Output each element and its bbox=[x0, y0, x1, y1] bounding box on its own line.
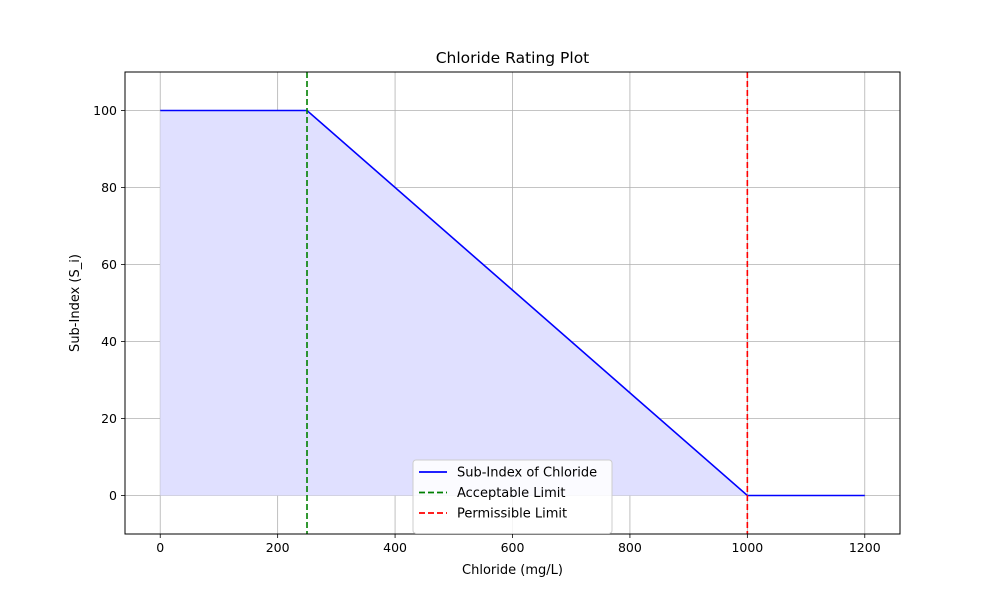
x-tick-label: 800 bbox=[618, 540, 642, 555]
x-tick-label: 600 bbox=[501, 540, 525, 555]
series-line bbox=[160, 109, 865, 497]
x-tick-label: 1200 bbox=[849, 540, 881, 555]
chart-title: Chloride Rating Plot bbox=[436, 49, 590, 67]
legend: Sub-Index of Chloride Acceptable Limit Per… bbox=[412, 459, 613, 534]
x-tick-label: 200 bbox=[266, 540, 290, 555]
legend-box bbox=[412, 459, 613, 534]
y-tick-label: 0 bbox=[109, 488, 117, 503]
y-tick-label: 40 bbox=[101, 334, 117, 349]
y-axis-label: Sub-Index (S_i) bbox=[68, 254, 83, 352]
y-tick-label: 20 bbox=[101, 411, 117, 426]
x-tick-label: 0 bbox=[156, 540, 164, 555]
series-layer bbox=[160, 109, 865, 497]
y-tick-label: 100 bbox=[93, 103, 117, 118]
y-tick-label: 80 bbox=[101, 180, 117, 195]
x-tick-label: 400 bbox=[383, 540, 407, 555]
x-axis-ticks: 0 200 400 600 800 1000 1200 bbox=[156, 534, 881, 555]
x-axis-label: Chloride (mg/L) bbox=[462, 563, 563, 578]
legend-label: Acceptable Limit bbox=[457, 486, 566, 501]
legend-label: Sub-Index of Chloride bbox=[457, 466, 597, 481]
legend-label: Permissible Limit bbox=[457, 507, 567, 522]
fill-layer bbox=[160, 110, 865, 496]
y-axis-ticks: 0 20 40 60 80 100 bbox=[93, 103, 125, 503]
vline-layer bbox=[306, 72, 749, 534]
y-tick-label: 60 bbox=[101, 257, 117, 272]
x-tick-label: 1000 bbox=[731, 540, 763, 555]
series-fill-area bbox=[160, 110, 865, 496]
